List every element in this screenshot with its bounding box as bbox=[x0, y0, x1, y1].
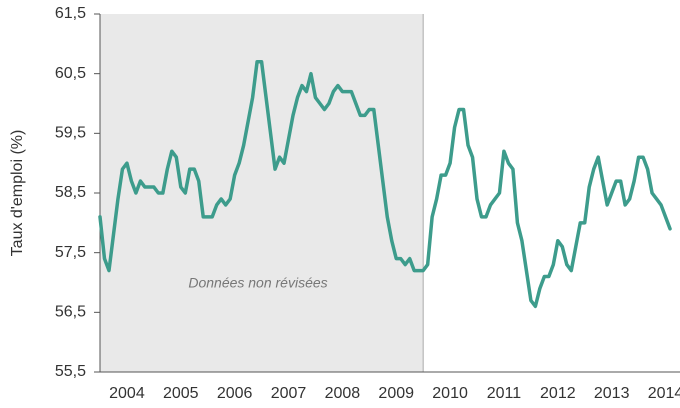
x-tick-label: 2010 bbox=[432, 385, 468, 402]
y-tick-label: 57,5 bbox=[55, 244, 86, 261]
y-tick-label: 56,5 bbox=[55, 304, 86, 321]
x-tick-label: 2006 bbox=[217, 385, 253, 402]
y-tick-label: 59,5 bbox=[55, 125, 86, 142]
y-tick-label: 60,5 bbox=[55, 65, 86, 82]
x-tick-label: 2007 bbox=[271, 385, 307, 402]
x-tick-label: 2004 bbox=[109, 385, 145, 402]
annotation: Données non révisées bbox=[188, 275, 327, 291]
data-line bbox=[98, 59, 672, 309]
y-tick-label: 58,5 bbox=[55, 184, 86, 201]
x-tick-label: 2011 bbox=[487, 385, 522, 402]
x-tick-label: 2014 bbox=[648, 385, 680, 402]
x-tick-label: 2008 bbox=[325, 385, 361, 402]
x-tick-label: 2012 bbox=[540, 385, 576, 402]
x-tick-label: 2009 bbox=[378, 385, 414, 402]
y-tick-label: 55,5 bbox=[55, 363, 86, 380]
y-tick-label: 61,5 bbox=[55, 5, 86, 22]
y-axis-label: Taux d'emploi (%) bbox=[9, 130, 26, 257]
x-tick-label: 2013 bbox=[594, 385, 630, 402]
x-tick-label: 2005 bbox=[163, 385, 199, 402]
